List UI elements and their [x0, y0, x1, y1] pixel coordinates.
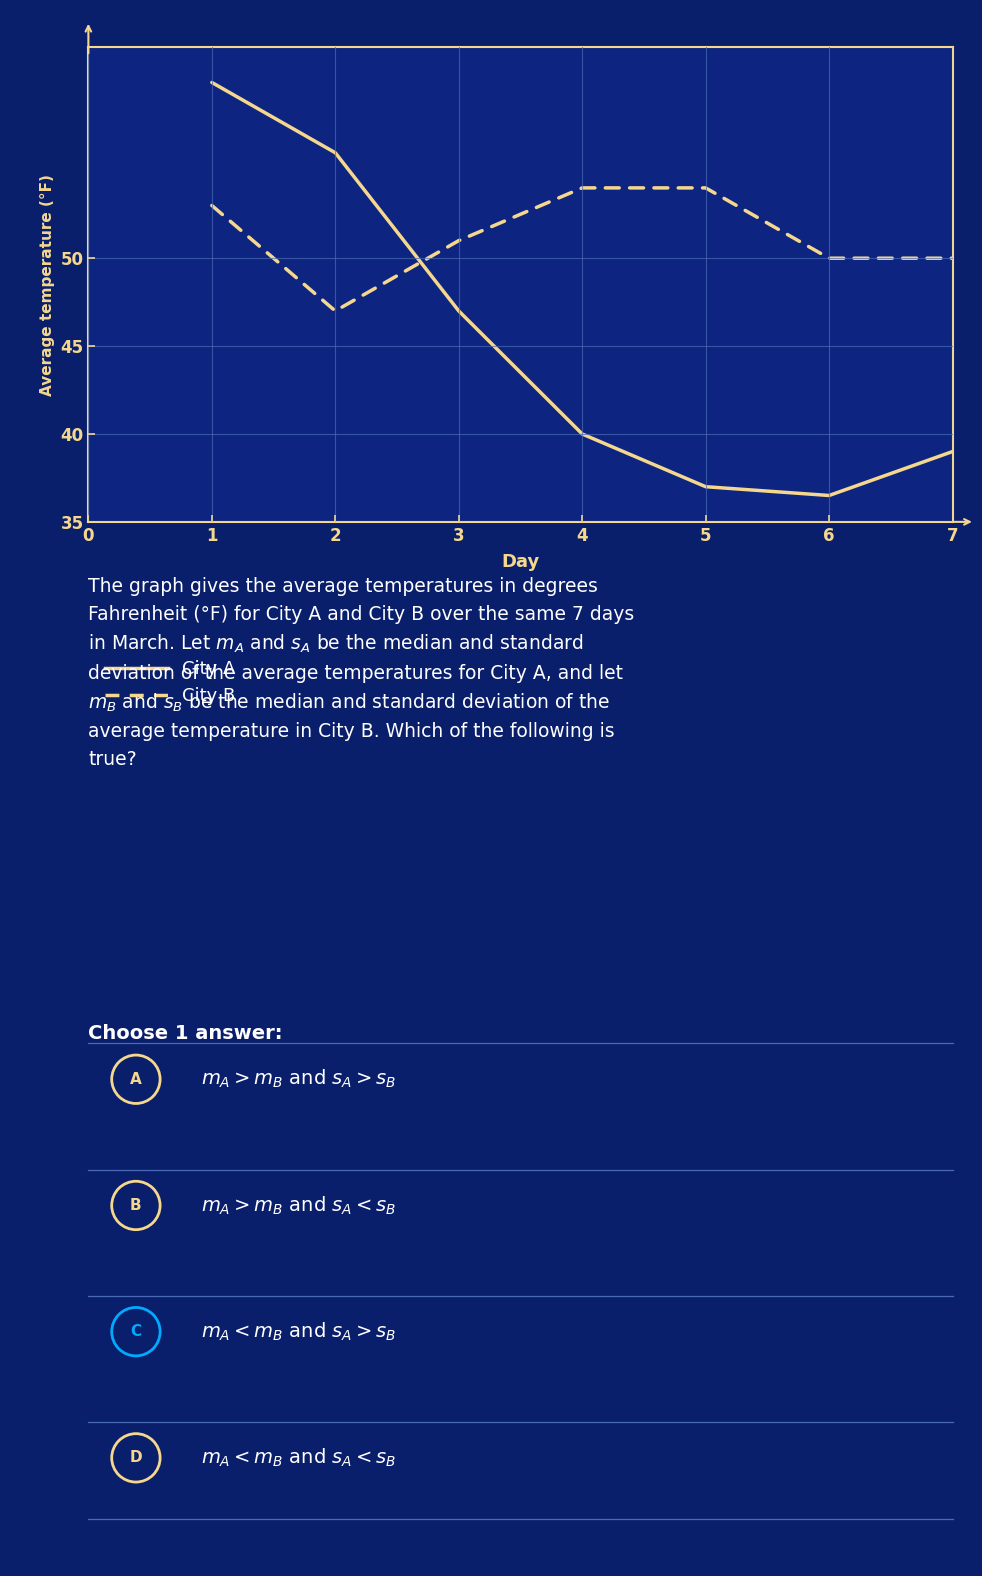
- Text: A: A: [130, 1072, 141, 1087]
- Text: D: D: [130, 1450, 142, 1466]
- Text: $m_A < m_B$ and $s_A < s_B$: $m_A < m_B$ and $s_A < s_B$: [200, 1447, 396, 1469]
- Text: $m_A < m_B$ and $s_A > s_B$: $m_A < m_B$ and $s_A > s_B$: [200, 1321, 396, 1343]
- Legend: City A, City B: City A, City B: [97, 652, 243, 712]
- Text: The graph gives the average temperatures in degrees
Fahrenheit (°F) for City A a: The graph gives the average temperatures…: [88, 577, 634, 769]
- Text: Choose 1 answer:: Choose 1 answer:: [88, 1024, 283, 1043]
- X-axis label: Day: Day: [502, 553, 539, 571]
- Y-axis label: Average temperature (°F): Average temperature (°F): [40, 173, 55, 396]
- Text: $m_A > m_B$ and $s_A > s_B$: $m_A > m_B$ and $s_A > s_B$: [200, 1069, 396, 1091]
- Text: $m_A > m_B$ and $s_A < s_B$: $m_A > m_B$ and $s_A < s_B$: [200, 1195, 396, 1217]
- Text: B: B: [130, 1198, 141, 1214]
- Text: C: C: [131, 1324, 141, 1340]
